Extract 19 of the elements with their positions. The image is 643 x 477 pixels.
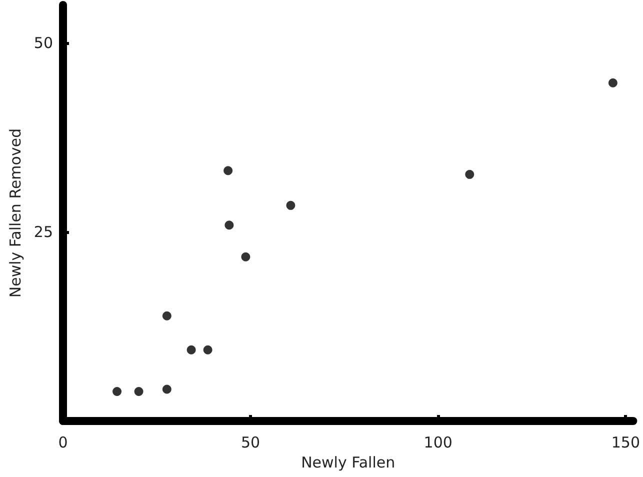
- point: [465, 170, 474, 179]
- point: [608, 78, 618, 88]
- x-tick-label: 0: [58, 434, 68, 452]
- x-tick-label: 150: [611, 434, 640, 452]
- point: [224, 220, 234, 230]
- point: [186, 345, 196, 354]
- y-axis-title: Newly Fallen Removed: [6, 128, 25, 298]
- point: [162, 384, 172, 394]
- point: [241, 252, 250, 262]
- point: [134, 387, 144, 396]
- point: [112, 387, 122, 396]
- x-tick-label: 50: [241, 434, 260, 452]
- point: [286, 200, 296, 210]
- point: [203, 345, 212, 354]
- y-tick-label: 25: [34, 222, 53, 241]
- point: [162, 311, 172, 320]
- point: [224, 166, 233, 176]
- x-tick-label: 100: [424, 434, 452, 452]
- x-axis-title: Newly Fallen: [301, 453, 396, 472]
